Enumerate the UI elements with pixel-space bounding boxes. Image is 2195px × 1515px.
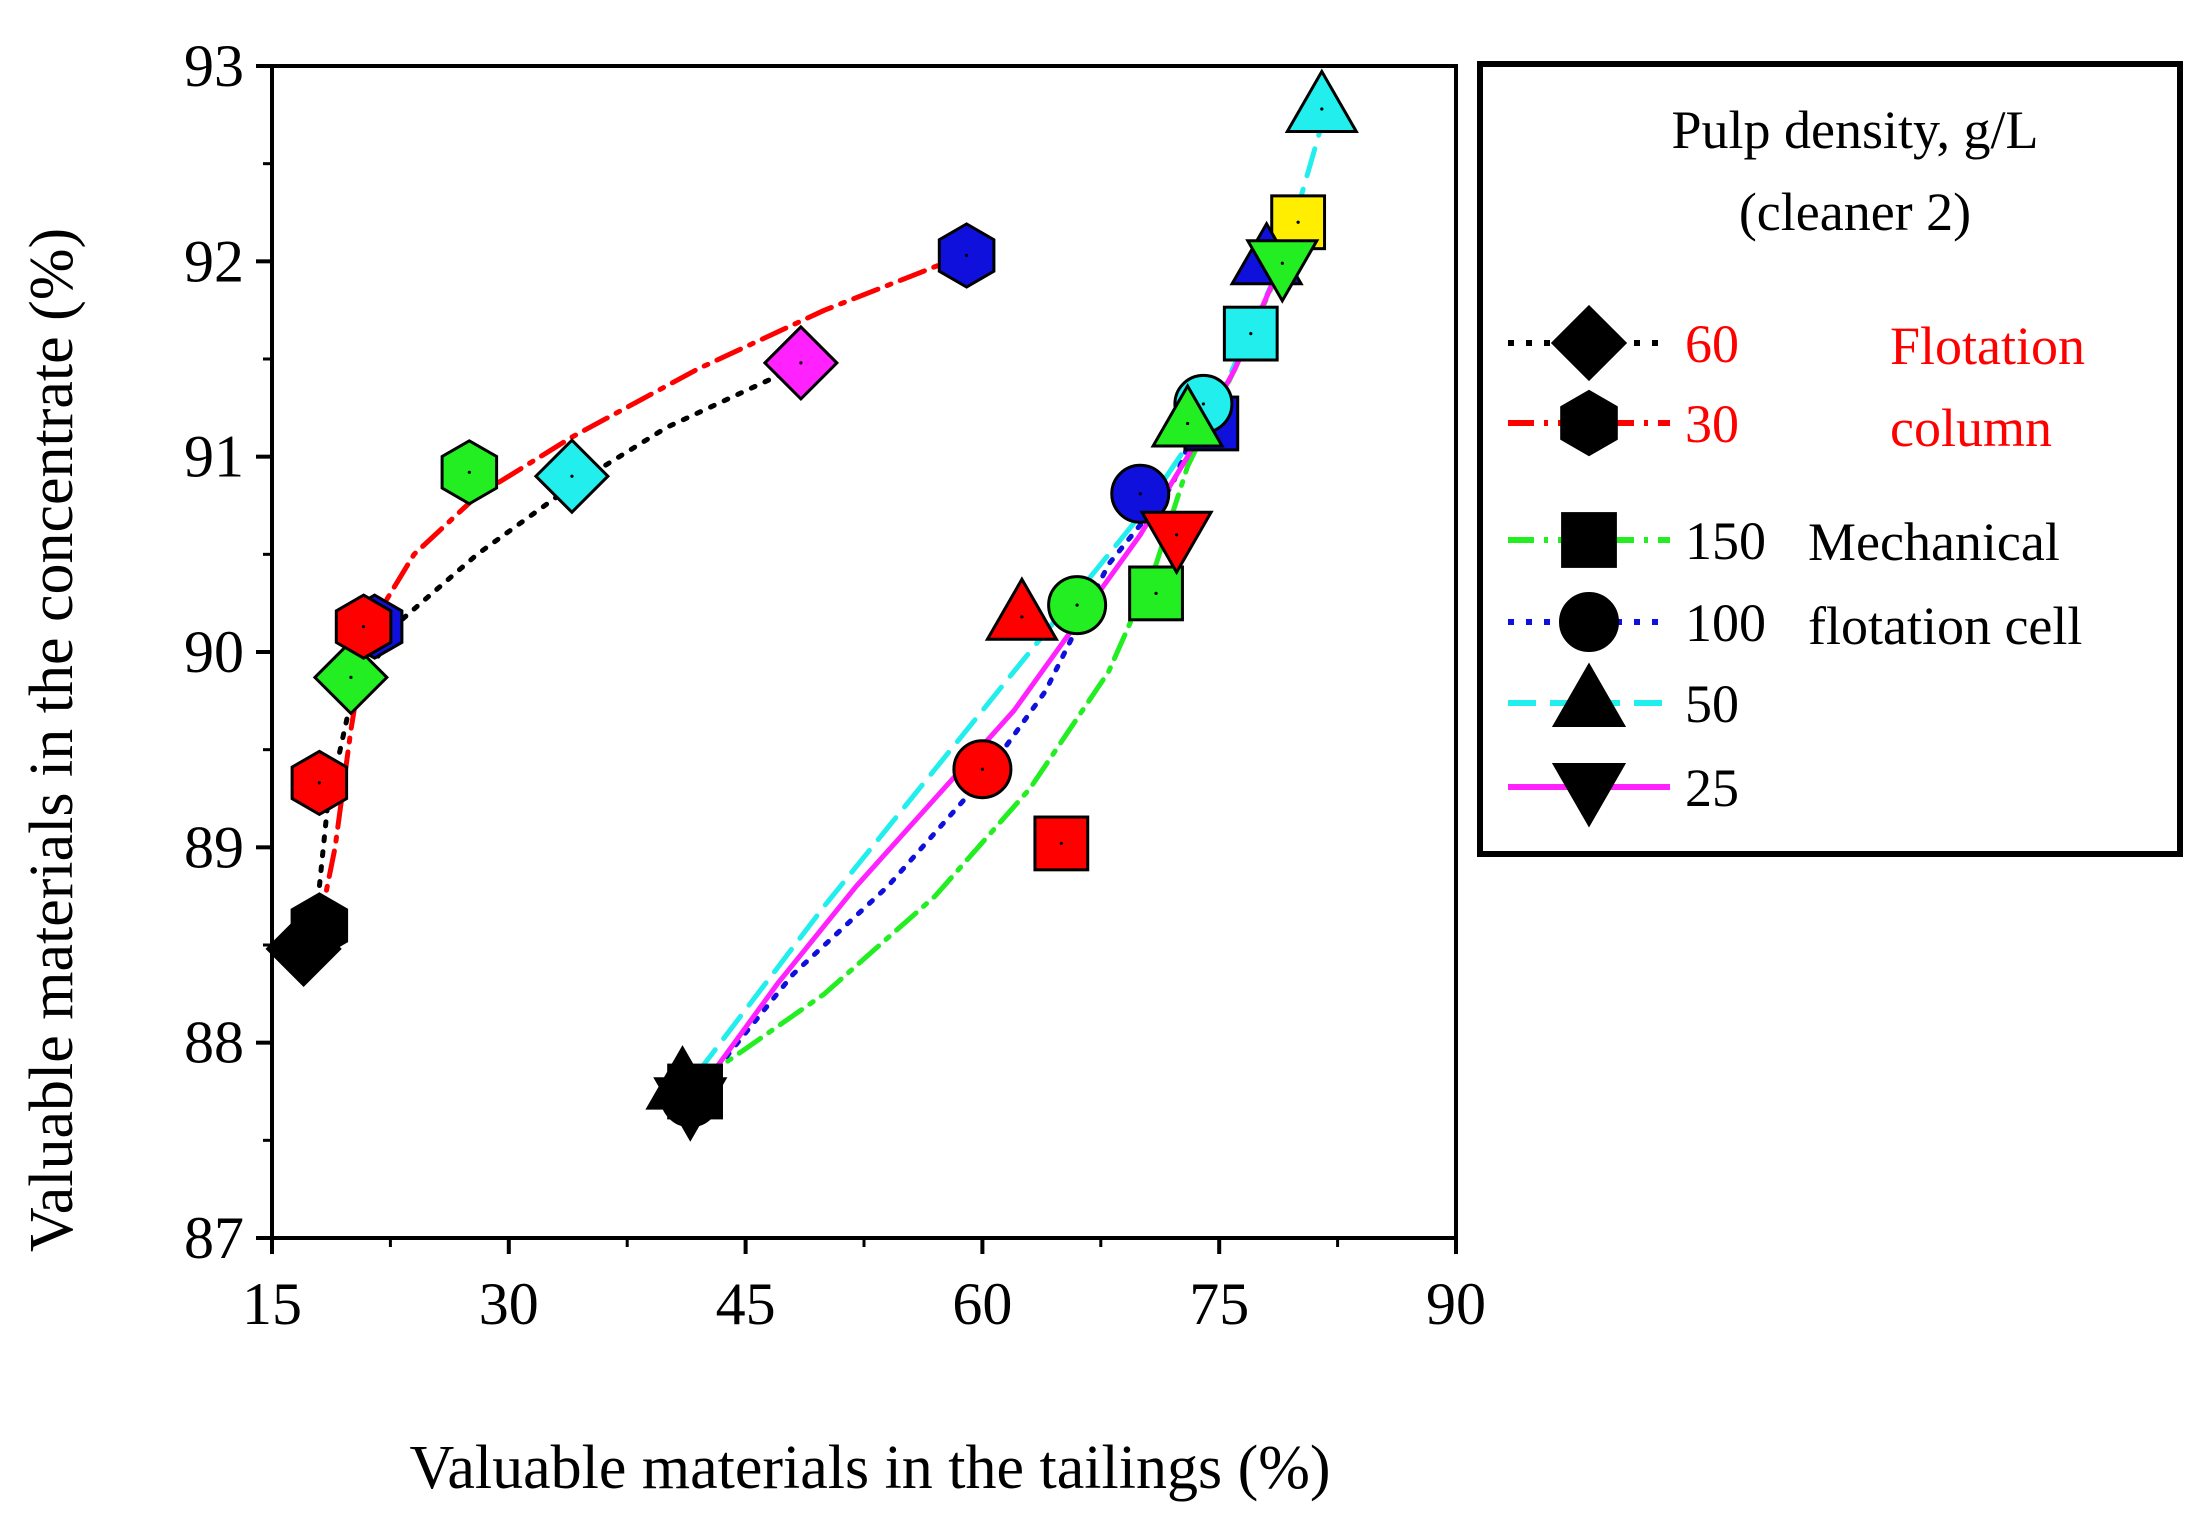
marker-center-dot: [361, 625, 366, 629]
marker-center-dot: [1075, 603, 1079, 607]
marker-center-dot: [1249, 332, 1253, 336]
legend-marker-triangle-up: [1551, 662, 1627, 727]
legend-marker-hexagon: [1560, 389, 1618, 457]
legend-marker-circle: [1559, 592, 1619, 652]
y-tick-label: 90: [184, 619, 244, 685]
marker-center-dot: [688, 1099, 692, 1103]
legend-label-50: 50: [1685, 674, 1739, 734]
y-tick-label: 89: [184, 814, 244, 880]
x-tick-label: 60: [952, 1271, 1012, 1337]
legend-title-line1: Pulp density, g/L: [1671, 100, 2038, 160]
marker-center-dot: [317, 781, 321, 785]
marker-center-dot: [1020, 615, 1024, 619]
x-tick-label: 90: [1426, 1271, 1486, 1337]
marker-center-dot: [349, 675, 353, 679]
legend-label-25: 25: [1685, 758, 1739, 818]
marker-center-dot: [1154, 591, 1158, 596]
legend-marker-triangle-down: [1551, 763, 1627, 828]
y-tick-label: 87: [184, 1205, 244, 1271]
x-tick-label: 15: [242, 1271, 302, 1337]
series-line-60: [309, 366, 796, 948]
marker-center-dot: [1201, 402, 1206, 406]
marker-triangle-down-25-0: [653, 1077, 728, 1142]
marker-center-dot: [1280, 261, 1284, 265]
marker-center-dot: [1296, 220, 1300, 224]
marker-center-dot: [570, 474, 574, 478]
marker-triangle-up-50-2: [1150, 382, 1225, 448]
y-tick-label: 93: [184, 33, 244, 99]
marker-center-dot: [317, 923, 321, 928]
legend-group-mech-line2: flotation cell: [1808, 596, 2082, 656]
y-axis-title: Valuable materials in the concentrate (%…: [18, 228, 86, 1252]
legend-entries: 60 30 150 100 50 25: [1508, 304, 1766, 828]
x-tick-label: 30: [479, 1271, 539, 1337]
data-markers: [265, 68, 1359, 1142]
legend-group-column-line2: column: [1890, 398, 2052, 458]
y-axis-ticks: 87 88 89 90 91 92 93: [184, 33, 272, 1271]
marker-triangle-up-50-1: [984, 576, 1059, 641]
marker-triangle-down-25-1: [1139, 510, 1214, 576]
legend-label-60: 60: [1685, 314, 1739, 374]
legend-group-mech-line1: Mechanical: [1808, 512, 2060, 572]
marker-center-dot: [1138, 492, 1142, 496]
marker-center-dot: [1186, 421, 1190, 426]
marker-triangle-up-50-4: [1284, 68, 1359, 133]
x-tick-label: 75: [1189, 1271, 1249, 1337]
marker-center-dot: [799, 361, 803, 365]
legend-title-line2: (cleaner 2): [1739, 182, 1971, 242]
legend-group-column-line1: Flotation: [1890, 316, 2085, 376]
y-tick-label: 88: [184, 1010, 244, 1076]
marker-center-dot: [467, 470, 471, 474]
x-axis-ticks: 15 30 45 60 75 90: [242, 1238, 1486, 1337]
x-axis-title: Valuable materials in the tailings (%): [409, 1434, 1330, 1502]
legend: Pulp density, g/L (cleaner 2) 60 30 150 100…: [1477, 61, 2183, 857]
legend-marker-square: [1561, 512, 1617, 568]
legend-label-100: 100: [1685, 593, 1766, 653]
marker-center-dot: [1320, 107, 1324, 111]
marker-center-dot: [965, 253, 969, 258]
marker-center-dot: [980, 767, 985, 771]
marker-center-dot: [1059, 841, 1063, 846]
y-tick-label: 91: [184, 424, 244, 490]
legend-marker-diamond: [1550, 304, 1628, 382]
marker-center-dot: [1174, 533, 1179, 537]
series-line-30: [316, 254, 962, 928]
legend-label-30: 30: [1685, 394, 1739, 454]
marker-triangle-down-25-2: [1245, 239, 1320, 304]
x-tick-label: 45: [716, 1271, 776, 1337]
legend-label-150: 150: [1685, 511, 1766, 571]
y-tick-label: 92: [184, 228, 244, 294]
